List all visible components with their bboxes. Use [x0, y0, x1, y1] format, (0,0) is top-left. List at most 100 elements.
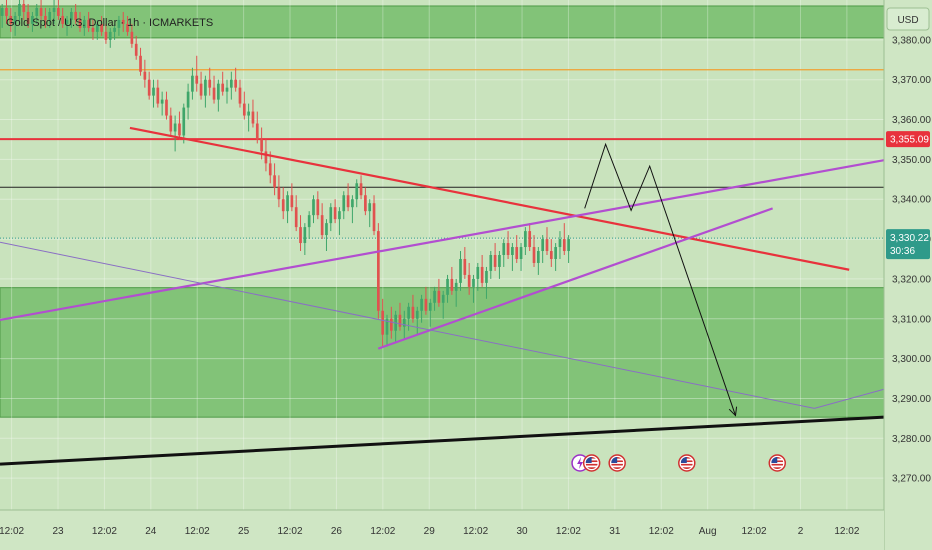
candle-body — [294, 207, 298, 228]
candle-82 — [355, 179, 359, 208]
candle-body — [558, 239, 562, 248]
candle-body — [74, 11, 78, 20]
flag-stripe — [680, 463, 693, 466]
candle-38 — [165, 91, 168, 120]
candle-72 — [312, 195, 315, 224]
us-flag-icon[interactable] — [678, 454, 696, 472]
candle-body — [229, 79, 233, 88]
candle-70 — [303, 223, 307, 255]
candle-body — [217, 83, 220, 100]
candle-body — [108, 31, 112, 40]
x-tick-label: 12:02 — [0, 526, 25, 537]
flag-stripe — [611, 463, 624, 466]
candle-body — [61, 15, 65, 24]
flag-canton — [680, 457, 687, 463]
candle-body — [359, 183, 363, 196]
us-flag-icon[interactable] — [608, 454, 626, 472]
candle-55 — [238, 79, 242, 108]
candle-118 — [511, 243, 514, 271]
candle-111 — [480, 255, 484, 287]
candle-body — [459, 258, 462, 283]
candle-body — [13, 15, 17, 24]
candle-body — [195, 75, 199, 84]
candle-body — [532, 247, 536, 263]
candle-106 — [459, 251, 462, 291]
events-layer — [571, 454, 787, 472]
candle-body — [428, 302, 432, 311]
price-tag-current — [886, 229, 930, 260]
candle-48 — [208, 67, 212, 96]
y-tick-label: 3,310.00 — [892, 314, 931, 325]
candle-body — [454, 282, 458, 291]
us-flag-icon[interactable] — [582, 454, 601, 472]
candle-89 — [385, 314, 389, 347]
zone-0 — [0, 5, 885, 39]
candle-body — [199, 83, 203, 96]
flag-canton — [611, 457, 618, 463]
candle-body — [143, 71, 147, 80]
time-scale-panel[interactable] — [0, 510, 884, 550]
candle-body — [70, 11, 73, 20]
candle-58 — [251, 99, 255, 128]
candle-body — [528, 231, 532, 248]
price-tag-resistance — [886, 131, 930, 148]
x-tick-label: 12:02 — [370, 526, 395, 537]
candle-body — [130, 31, 134, 44]
candle-99 — [428, 298, 432, 327]
candle-body — [281, 199, 285, 212]
candle-body — [44, 15, 47, 20]
candle-123 — [532, 235, 536, 267]
candle-body — [277, 187, 281, 200]
candle-19 — [82, 15, 86, 36]
candle-75 — [325, 219, 328, 252]
candle-body — [472, 278, 475, 287]
candle-11 — [48, 7, 52, 28]
candle-9 — [39, 0, 43, 20]
flag-canton — [771, 457, 778, 463]
candle-body — [377, 231, 380, 311]
candle-body — [156, 87, 160, 104]
candle-body — [52, 7, 56, 12]
candle-51 — [221, 71, 225, 96]
candle-body — [398, 314, 402, 327]
candle-body — [255, 123, 259, 140]
candle-body — [493, 255, 497, 267]
candle-1 — [5, 0, 8, 24]
candle-body — [238, 87, 242, 104]
candle-84 — [364, 187, 367, 216]
candle-body — [364, 195, 367, 212]
candle-body — [104, 31, 108, 40]
candle-49 — [212, 75, 216, 104]
candle-body — [355, 183, 359, 200]
currency-button[interactable] — [886, 7, 930, 31]
candle-34 — [147, 71, 151, 100]
candle-100 — [433, 286, 436, 311]
candle-62 — [268, 151, 272, 184]
projection-arrowhead — [728, 406, 738, 417]
candle-102 — [441, 290, 445, 319]
candle-body — [562, 239, 566, 252]
candle-body — [182, 107, 186, 136]
candle-80 — [346, 183, 350, 212]
candle-50 — [217, 79, 220, 112]
candle-body — [35, 7, 39, 16]
candle-body — [57, 7, 60, 16]
trendline-red-descending — [129, 126, 850, 271]
candle-96 — [415, 306, 419, 335]
candle-body — [251, 111, 255, 124]
candle-body — [234, 79, 237, 88]
candle-41 — [178, 111, 181, 140]
candle-body — [320, 215, 324, 236]
price-scale-panel[interactable] — [884, 0, 932, 550]
price-tag-current-text: 3,330.22 — [890, 233, 929, 244]
candle-body — [415, 310, 419, 319]
candle-76 — [329, 203, 333, 232]
us-flag-icon[interactable] — [768, 454, 787, 472]
flag-stripe — [680, 467, 693, 469]
y-tick-label: 3,270.00 — [892, 474, 931, 485]
candle-46 — [199, 71, 203, 100]
candle-36 — [156, 79, 160, 108]
candle-16 — [70, 7, 73, 28]
